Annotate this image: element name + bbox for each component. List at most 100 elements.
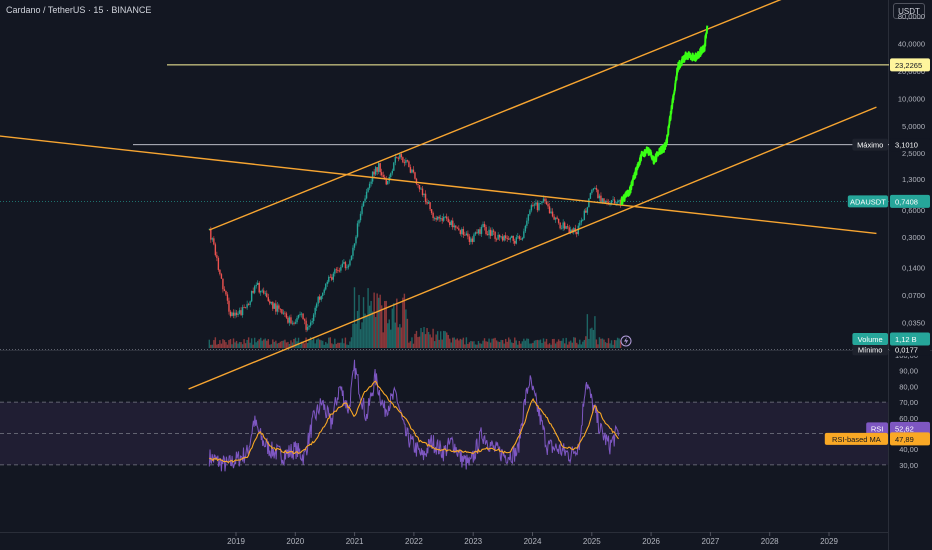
volume-bar xyxy=(247,337,250,348)
candle-body xyxy=(533,204,536,206)
volume-bar xyxy=(340,342,342,348)
volume-bar xyxy=(595,339,598,348)
volume-bar xyxy=(585,336,587,348)
candle-body xyxy=(415,178,418,185)
price-tick-10: 0,1400 xyxy=(902,263,925,272)
candle-body xyxy=(220,274,223,279)
volume-bar xyxy=(520,343,522,348)
volume-bar xyxy=(308,339,310,348)
currency-button[interactable]: USDT xyxy=(893,3,925,19)
volume-bar xyxy=(459,338,462,348)
candle-body xyxy=(263,290,265,294)
candle-body xyxy=(282,312,285,314)
candle-body xyxy=(432,212,434,218)
volume-bar xyxy=(302,341,304,348)
volume-bar xyxy=(498,341,501,348)
candle-body xyxy=(211,238,214,240)
candle-body xyxy=(320,295,322,300)
volume-bar xyxy=(250,338,253,348)
candle-body xyxy=(235,312,238,315)
candle-body xyxy=(391,170,393,174)
candle-body xyxy=(402,157,404,163)
volume-bar xyxy=(504,338,507,348)
volume-bar xyxy=(559,340,561,348)
volume-bar xyxy=(393,303,395,348)
volume-bar xyxy=(208,339,211,348)
level-tag-min-label: Mínimo xyxy=(852,343,888,356)
volume-bar xyxy=(563,343,566,348)
candle-body xyxy=(523,231,525,238)
volume-bar xyxy=(518,340,521,348)
candle-body xyxy=(217,258,220,270)
volume-bar xyxy=(346,344,348,348)
candle-body xyxy=(329,276,331,278)
candle-body xyxy=(264,293,266,295)
candle-body xyxy=(595,188,598,190)
volume-bar xyxy=(506,341,508,348)
volume-bar xyxy=(234,342,236,348)
candle-body xyxy=(498,234,501,238)
volume-bar xyxy=(450,342,452,348)
volume-bar xyxy=(511,342,513,348)
candle-body xyxy=(270,301,273,304)
candle-body xyxy=(343,262,345,264)
candle-body xyxy=(571,229,573,233)
volume-bar xyxy=(515,340,517,348)
candle-body xyxy=(563,222,566,229)
volume-bar xyxy=(288,343,291,348)
price-tick-1: 80,0000 xyxy=(898,12,925,21)
candle-body xyxy=(365,191,368,199)
volume-bar xyxy=(465,337,468,348)
candle-body xyxy=(580,220,583,223)
candle-body xyxy=(532,205,534,206)
volume-bar xyxy=(303,343,306,348)
candle-body xyxy=(334,269,336,274)
price-tick-5: 5,0000 xyxy=(902,122,925,131)
candle-body xyxy=(314,307,316,315)
candle-body xyxy=(258,282,260,293)
volume-bar xyxy=(267,339,269,348)
chart-title: Cardano / TetherUS · 15 · BINANCE xyxy=(6,5,152,15)
lightning-icon[interactable] xyxy=(620,335,632,347)
candle-body xyxy=(436,216,439,220)
volume-bar xyxy=(530,343,533,348)
volume-bar xyxy=(373,292,375,348)
candle-body xyxy=(358,220,360,224)
candle-body xyxy=(279,308,282,310)
volume-bar xyxy=(545,338,548,348)
volume-bar xyxy=(257,340,259,348)
candle-body xyxy=(570,229,572,233)
volume-bar xyxy=(223,340,226,348)
volume-bar xyxy=(542,338,545,348)
volume-bar xyxy=(462,337,465,348)
volume-bar xyxy=(421,332,424,348)
volume-bar xyxy=(238,342,241,348)
candle-body xyxy=(350,255,353,261)
volume-tag-value-bg xyxy=(890,332,930,346)
volume-bar xyxy=(432,328,434,348)
volume-bar xyxy=(317,338,319,348)
candle-body xyxy=(213,238,215,245)
candle-body xyxy=(406,160,409,162)
year-tick-2024: 2024 xyxy=(524,537,542,546)
volume-bar xyxy=(332,344,335,348)
volume-bar xyxy=(424,334,427,348)
candle-body xyxy=(261,290,263,292)
volume-bar xyxy=(361,322,363,348)
candle-body xyxy=(214,244,217,256)
volume-bar xyxy=(433,341,436,348)
candle-body xyxy=(296,317,298,323)
price-tick-7: 1,3000 xyxy=(902,175,925,184)
candle-body xyxy=(216,255,218,259)
candle-body xyxy=(591,189,593,194)
candle-body xyxy=(559,222,561,229)
candle-body xyxy=(250,291,253,302)
candle-body xyxy=(393,162,395,171)
rsi-tick-1: 90,00 xyxy=(899,367,918,376)
volume-bar xyxy=(553,338,555,348)
volume-bar xyxy=(483,338,486,348)
volume-bar xyxy=(338,342,341,348)
volume-bar xyxy=(299,344,301,348)
candle-body xyxy=(219,269,221,275)
